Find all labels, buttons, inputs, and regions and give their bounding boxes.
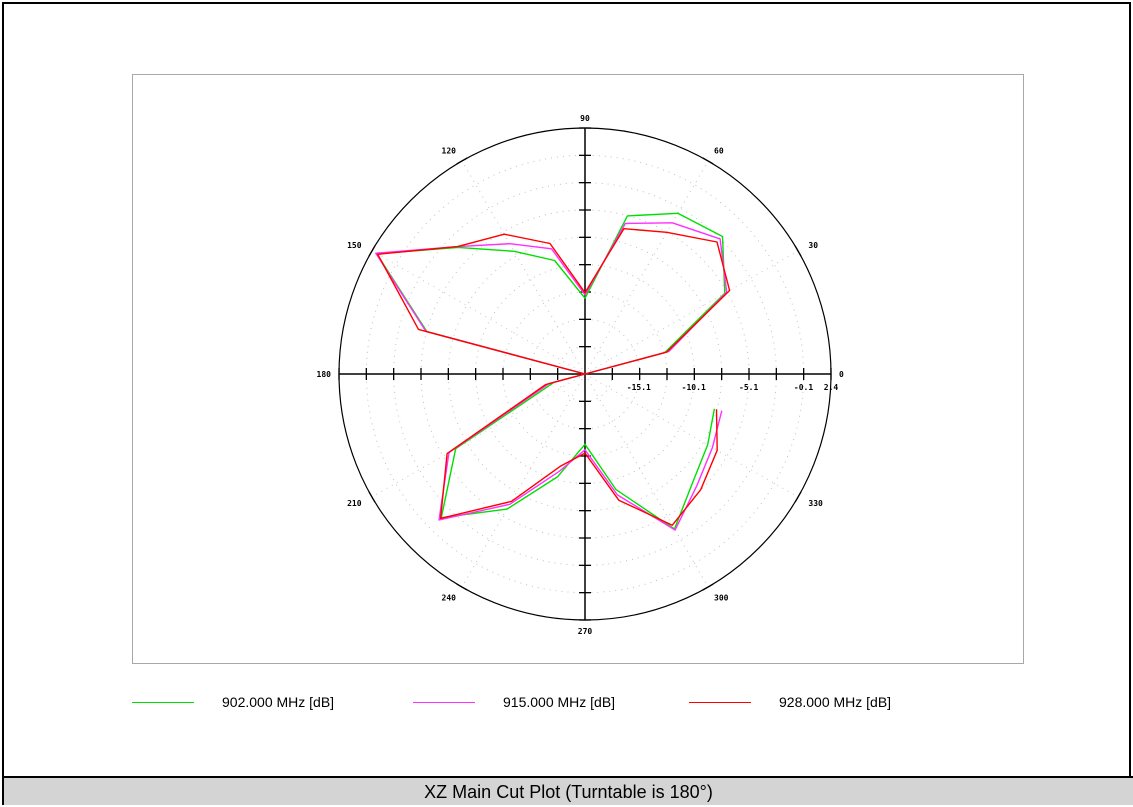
angle-tick <box>368 245 376 257</box>
angle-label: 270 <box>578 627 593 636</box>
legend: 902.000 MHz [dB] 915.000 MHz [dB] 928.00… <box>4 691 1133 715</box>
angle-tick <box>794 491 802 503</box>
angle-tick <box>702 583 714 591</box>
angle-tick <box>456 583 468 591</box>
series-line <box>375 222 728 531</box>
legend-label: 902.000 MHz [dB] <box>222 694 335 710</box>
angle-label: 60 <box>714 147 724 156</box>
grid-spoke <box>584 373 709 588</box>
angle-label: 240 <box>442 593 457 602</box>
angle-label: 180 <box>317 370 332 379</box>
legend-swatch <box>132 702 194 703</box>
grid-spoke <box>461 373 586 588</box>
angle-label: 210 <box>347 499 362 508</box>
radial-label: -15.1 <box>627 383 651 392</box>
polar-plot: 0 30 60 90 120 150 180 210 240 270 300 330 -15.1 -10.… <box>317 114 844 636</box>
radial-label: -10.1 <box>682 383 706 392</box>
legend-swatch <box>689 702 751 703</box>
angle-tick <box>794 245 802 257</box>
angle-label: 120 <box>442 147 457 156</box>
radial-label: -5.1 <box>739 383 758 392</box>
angle-label: 330 <box>808 499 823 508</box>
grid-spoke <box>584 373 799 498</box>
angle-label: 30 <box>808 241 818 250</box>
plot-area: 0 30 60 90 120 150 180 210 240 270 300 330 -15.1 -10.… <box>132 74 1024 664</box>
radial-label: 2.4 <box>824 383 839 392</box>
plot-caption: XZ Main Cut Plot (Turntable is 180°) <box>4 776 1133 805</box>
legend-swatch <box>413 702 475 703</box>
angle-label: 300 <box>714 593 729 602</box>
grid-spoke <box>584 160 709 375</box>
legend-label: 915.000 MHz [dB] <box>503 694 616 710</box>
radial-label: -0.1 <box>794 383 813 392</box>
series-line <box>375 212 726 530</box>
angle-tick <box>368 491 376 503</box>
grid-spoke <box>371 250 586 375</box>
grid-spoke <box>584 250 799 375</box>
angle-label: 90 <box>580 114 590 123</box>
angle-tick <box>456 157 468 165</box>
angle-label: 0 <box>839 370 844 379</box>
series-line <box>376 227 731 526</box>
angle-tick <box>702 157 714 165</box>
grid-spoke <box>371 373 586 498</box>
angle-label: 150 <box>347 241 362 250</box>
legend-label: 928.000 MHz [dB] <box>779 694 892 710</box>
